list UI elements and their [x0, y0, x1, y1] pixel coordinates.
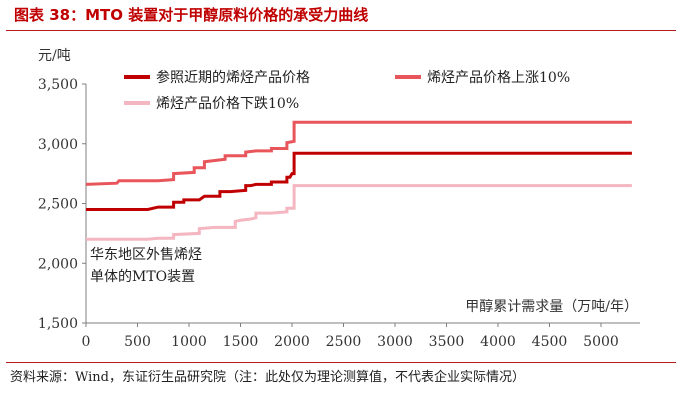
source-note: 资料来源：Wind，东证衍生品研究院（注：此处仅为理论测算值，不代表企业实际情况… [10, 370, 525, 385]
chart-axes: 1,500 2,000 2,500 3,000 3,500 0 500 1000 1500 200… [38, 77, 640, 350]
source-rule [6, 362, 676, 363]
figure-title: 图表 38：MTO 装置对于甲醇原料价格的承受力曲线 [14, 6, 369, 24]
series-line-1 [86, 151, 632, 211]
legend-label-3: 烯烃产品价格下跌10% [156, 96, 299, 112]
x-tick-label: 1000 [171, 334, 207, 350]
x-tick-label: 1500 [223, 334, 259, 350]
chart-legend: 参照近期的烯烃产品价格 烯烃产品价格上涨10% 烯烃产品价格下跌10% [124, 69, 570, 112]
x-tick-label: 5000 [583, 334, 619, 350]
legend-label-1: 参照近期的烯烃产品价格 [156, 69, 310, 86]
x-tick-label: 3000 [377, 334, 413, 350]
annotation-line-1: 华东地区外售烯烃 [90, 247, 202, 263]
y-tick-label: 3,000 [38, 137, 78, 153]
x-tick-label: 500 [124, 334, 151, 350]
y-tick-label: 3,500 [38, 77, 78, 93]
x-axis-title: 甲醇累计需求量（万吨/年） [465, 298, 638, 315]
x-tick-label: 4500 [532, 334, 568, 350]
chart-svg: 1,500 2,000 2,500 3,000 3,500 0 500 1000 1500 200… [38, 48, 640, 350]
annotation-line-2: 单体的MTO装置 [90, 269, 195, 285]
x-tick-label: 0 [82, 334, 91, 350]
y-tick-label: 2,000 [38, 256, 78, 272]
x-tick-label: 4000 [480, 334, 516, 350]
chart-series-layer [85, 120, 632, 241]
series-line-3 [86, 184, 632, 241]
x-tick-label: 2500 [326, 334, 362, 350]
x-tick-label: 3500 [429, 334, 465, 350]
y-tick-label: 1,500 [38, 316, 78, 332]
x-tick-label: 2000 [274, 334, 310, 350]
y-axis-title: 元/吨 [38, 48, 71, 64]
y-tick-label: 2,500 [38, 197, 78, 213]
series-line-2 [85, 120, 632, 186]
legend-label-2: 烯烃产品价格上涨10% [427, 70, 570, 86]
title-rule [6, 30, 676, 31]
